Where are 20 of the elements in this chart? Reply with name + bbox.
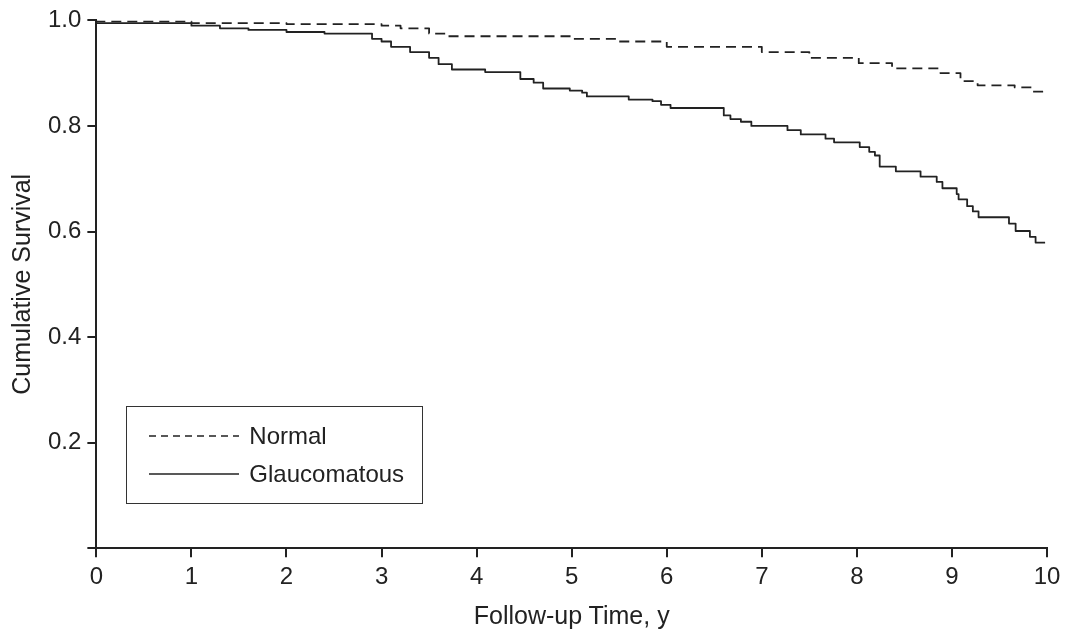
y-tick-label: 1.0 [47,5,82,33]
y-tick-label: 0.6 [47,216,82,244]
legend-label: Normal [249,422,327,451]
y-axis-title: Cumulative Survival [6,173,35,395]
x-axis-title: Follow-up Time, y [473,600,671,629]
x-tick-label: 5 [565,562,579,590]
y-tick-label: 0.2 [47,427,82,455]
x-tick-label: 1 [184,562,199,590]
x-tick-label: 7 [755,562,769,590]
x-tick-label: 2 [279,562,294,590]
y-tick-label: 0.4 [47,321,82,349]
x-tick-label: 4 [469,562,484,590]
x-tick-label: 0 [89,562,104,590]
x-tick-label: 6 [660,562,674,590]
legend-label: Glaucomatous [249,460,405,489]
x-tick-label: 10 [1033,562,1061,590]
x-tick-label: 3 [374,562,389,590]
y-tick-label: 0.8 [47,110,82,138]
x-tick-label: 8 [850,562,864,590]
x-tick-label: 9 [945,562,959,590]
